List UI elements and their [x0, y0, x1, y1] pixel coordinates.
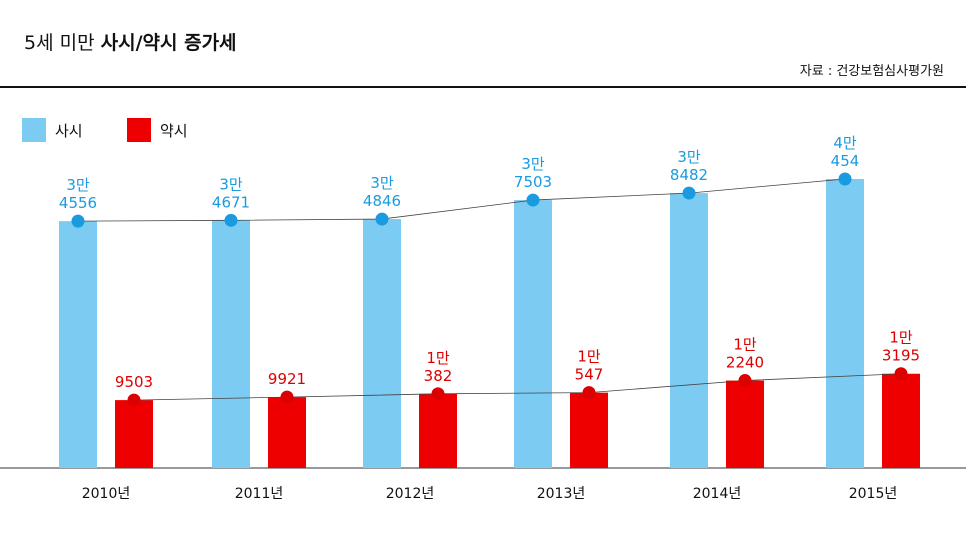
data-label-series1-2-line2: 4846 [363, 192, 401, 210]
marker-series1-2 [375, 212, 389, 226]
bar-series1-4 [670, 193, 708, 468]
trend-line-series1 [77, 178, 846, 222]
bar-series1-0 [59, 221, 97, 468]
data-label-series1-5-line2: 454 [831, 152, 860, 170]
data-label-series2-3-line2: 547 [575, 366, 604, 384]
data-label-series1-2-line1: 3만 [370, 174, 394, 192]
data-label-series2-2-line1: 1만 [426, 349, 450, 367]
data-label-series2-2-line2: 382 [424, 367, 453, 385]
chart-title-bold: 사시/약시 증가세 [100, 32, 237, 54]
data-label-series1-5-line1: 4만 [833, 134, 857, 152]
data-label-series2-3-line1: 1만 [577, 348, 601, 366]
data-label-series1-4-line2: 8482 [670, 166, 708, 184]
marker-series2-2 [431, 387, 445, 401]
marker-series1-0 [71, 214, 85, 228]
x-tick-label-5: 2015년 [849, 486, 898, 502]
bar-series2-2 [419, 393, 457, 468]
x-tick-label-0: 2010년 [82, 486, 131, 502]
bar-series1-2 [363, 219, 401, 468]
data-label-series2-1-line2: 9921 [268, 370, 306, 388]
bar-series2-3 [570, 392, 608, 468]
data-label-series2-5-line1: 1만 [889, 329, 913, 347]
bar-series2-5 [882, 373, 920, 468]
chart-title: 5세 미만 사시/약시 증가세 [24, 28, 237, 55]
chart-source: 자료 : 건강보험심사평가원 [799, 64, 944, 79]
marker-series1-1 [224, 213, 238, 227]
data-label-series2-0-line2: 9503 [115, 373, 153, 391]
x-tick-label-3: 2013년 [537, 486, 586, 502]
bar-series2-4 [726, 380, 764, 468]
x-tick-label-4: 2014년 [693, 486, 742, 502]
chart-title-prefix: 5세 미만 [24, 32, 95, 54]
x-tick-label-2: 2012년 [386, 486, 435, 502]
legend-swatch-series1 [22, 118, 46, 142]
data-label-series1-0-line2: 4556 [59, 194, 97, 212]
data-label-series2-4-line1: 1만 [733, 336, 757, 354]
marker-series2-1 [280, 390, 294, 404]
trend-line-series2 [133, 373, 902, 401]
legend-label-series2: 약시 [160, 122, 188, 140]
legend-swatch-series2 [127, 118, 151, 142]
bar-series1-5 [826, 179, 864, 468]
marker-series2-4 [738, 374, 752, 388]
data-label-series2-4-line2: 2240 [726, 354, 764, 372]
data-label-series1-3-line1: 3만 [521, 155, 545, 173]
marker-series2-0 [127, 393, 141, 407]
bar-series1-1 [212, 220, 250, 468]
marker-series2-5 [894, 367, 908, 381]
data-label-series1-1-line2: 4671 [212, 193, 250, 211]
marker-series1-4 [682, 186, 696, 200]
marker-series2-3 [582, 386, 596, 400]
marker-series1-3 [526, 193, 540, 207]
marker-series1-5 [838, 172, 852, 186]
bar-series2-1 [268, 397, 306, 468]
header-divider [0, 86, 966, 88]
data-label-series1-4-line1: 3만 [677, 148, 701, 166]
bar-series1-3 [514, 200, 552, 468]
data-label-series2-5-line2: 3195 [882, 347, 920, 365]
x-tick-label-1: 2011년 [235, 486, 284, 502]
legend-label-series1: 사시 [55, 122, 83, 140]
data-label-series1-0-line1: 3만 [66, 176, 90, 194]
data-label-series1-3-line2: 7503 [514, 173, 552, 191]
bar-series2-0 [115, 400, 153, 468]
data-label-series1-1-line1: 3만 [219, 175, 243, 193]
